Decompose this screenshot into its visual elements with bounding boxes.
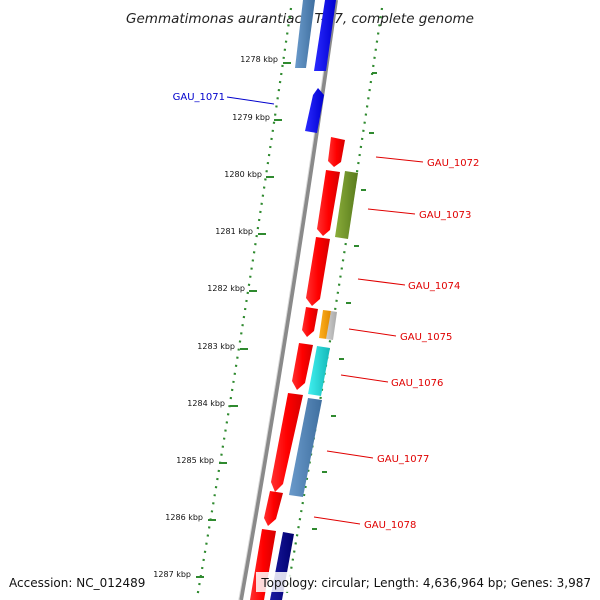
gene-feature-1077-arrow[interactable] [271, 393, 303, 492]
tick-label-1282: 1282 kbp [207, 284, 245, 293]
gene-label-gau-1072[interactable]: GAU_1072 [427, 158, 479, 169]
gene-labels: GAU_1071 GAU_1072 GAU_1073 GAU_1074 GAU_… [173, 92, 480, 531]
gene-feature-1076-arrow[interactable] [292, 343, 313, 390]
tick-label-1283: 1283 kbp [197, 342, 235, 351]
tick-label-1285: 1285 kbp [176, 456, 214, 465]
tick-label-1281: 1281 kbp [215, 227, 253, 236]
outer-dotted-ring [284, 7, 384, 599]
map-title: Gemmatimonas aurantiaca T-27, complete g… [126, 11, 474, 27]
gene-feature-1074-arrow[interactable] [306, 237, 330, 306]
gene-label-gau-1075[interactable]: GAU_1075 [400, 332, 452, 343]
accession-text: Accession: NC_012489 [9, 576, 145, 590]
scale-tick-labels: 1278 kbp 1279 kbp 1280 kbp 1281 kbp 1282… [153, 55, 278, 579]
genome-summary-text: Topology: circular; Length: 4,636,964 bp… [260, 576, 591, 590]
tick-label-1278: 1278 kbp [240, 55, 278, 64]
tick-label-1286: 1286 kbp [165, 513, 203, 522]
gene-label-gau-1076[interactable]: GAU_1076 [391, 378, 443, 389]
genome-backbone [239, 0, 338, 600]
gene-feature-1076[interactable] [308, 346, 330, 396]
tick-label-1284: 1284 kbp [187, 399, 225, 408]
gene-feature-1073-arrow[interactable] [317, 170, 340, 236]
inner-dotted-ring [195, 7, 293, 599]
reverse-strand-genes [250, 0, 345, 600]
gene-feature-1072[interactable] [335, 171, 358, 239]
gene-feature-1075b[interactable] [326, 311, 337, 340]
gene-callout-lines [226, 96, 424, 525]
gene-feature-1071[interactable] [305, 88, 324, 133]
footer-summary-bg [256, 572, 594, 592]
outer-ring-ticks [312, 72, 377, 530]
gene-feature-1072-arrow[interactable] [328, 137, 345, 167]
tick-label-1279: 1279 kbp [232, 113, 270, 122]
gene-label-gau-1074[interactable]: GAU_1074 [408, 281, 460, 292]
gene-feature-1078-arrow[interactable] [264, 491, 283, 526]
gene-feature-top-blue[interactable] [314, 0, 336, 71]
scale-ticks [196, 62, 291, 578]
gene-label-gau-1073[interactable]: GAU_1073 [419, 210, 471, 221]
gene-label-gau-1078[interactable]: GAU_1078 [364, 520, 416, 531]
gene-feature-1077[interactable] [289, 398, 322, 497]
tick-label-1287: 1287 kbp [153, 570, 191, 579]
gene-label-gau-1077[interactable]: GAU_1077 [377, 454, 429, 465]
gene-feature-1075-arrow[interactable] [302, 307, 318, 337]
gene-feature-top-steel[interactable] [295, 0, 315, 68]
gene-label-gau-1071[interactable]: GAU_1071 [173, 92, 225, 103]
tick-label-1280: 1280 kbp [224, 170, 262, 179]
